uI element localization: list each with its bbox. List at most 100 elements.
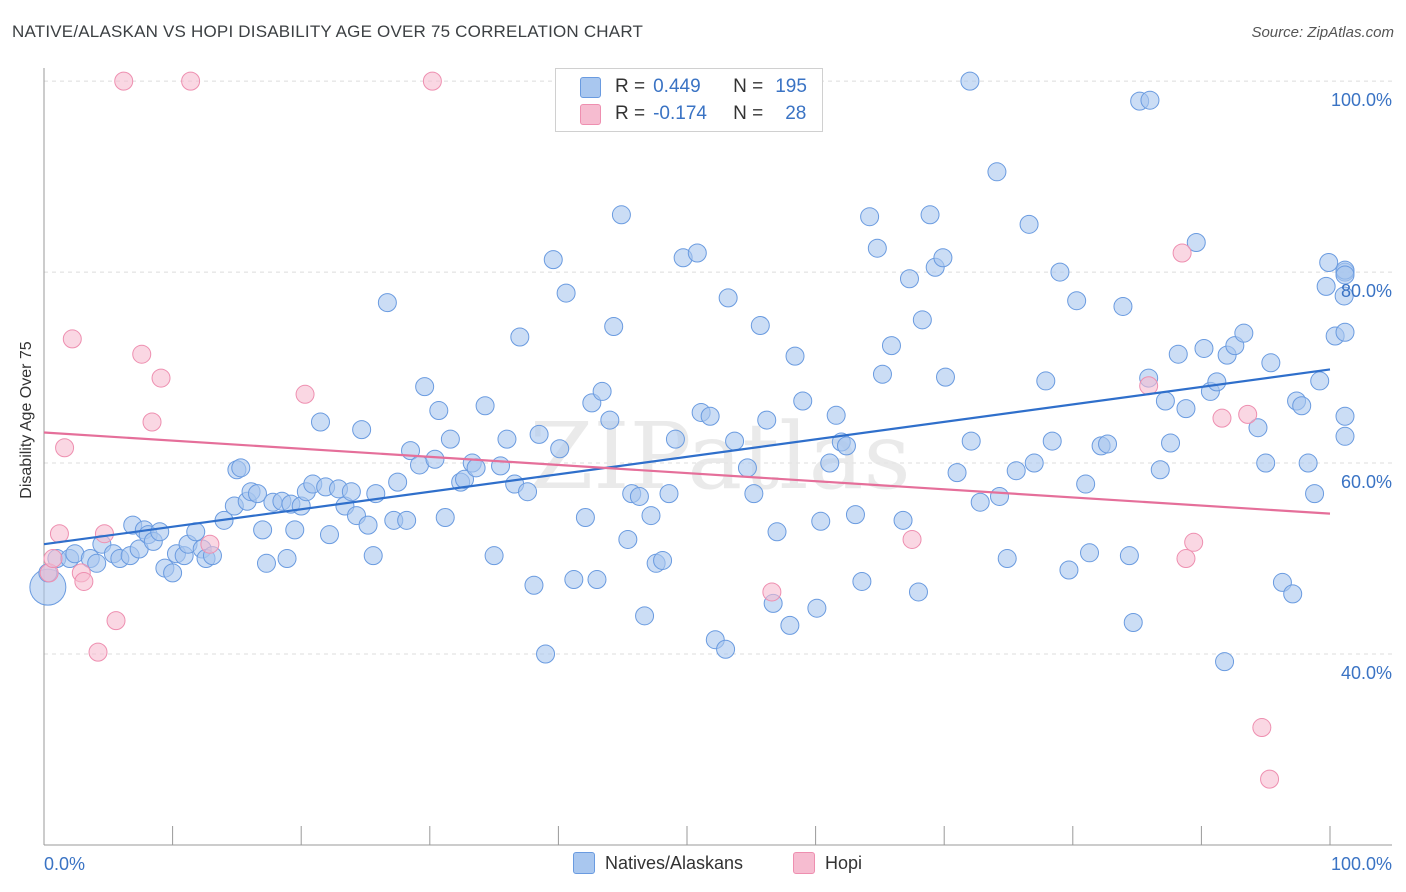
series-swatch-natives xyxy=(573,852,595,874)
legend-row-hopi: R = -0.174 N = 28 xyxy=(580,102,806,126)
point-natives-100 xyxy=(687,243,707,263)
chart-title: NATIVE/ALASKAN VS HOPI DISABILITY AGE OV… xyxy=(12,22,644,41)
point-natives-75 xyxy=(518,482,538,502)
point-natives-114 xyxy=(785,346,805,366)
point-natives-130 xyxy=(908,582,928,602)
point-hopi-10 xyxy=(114,71,134,91)
point-natives-129 xyxy=(899,269,919,289)
source-credit: Source: ZipAtlas.com xyxy=(1251,24,1394,41)
point-hopi-13 xyxy=(151,368,171,388)
point-hopi-14 xyxy=(181,71,201,91)
point-natives-182 xyxy=(1316,276,1336,296)
point-natives-126 xyxy=(872,364,892,384)
point-natives-57 xyxy=(397,510,417,530)
point-natives-18 xyxy=(163,563,183,583)
point-natives-173 xyxy=(1256,453,1276,473)
y-tick-label-60: 60.0% xyxy=(1341,472,1392,492)
point-natives-104 xyxy=(716,639,736,659)
point-natives-134 xyxy=(933,248,953,268)
series-legend-hopi: Hopi xyxy=(793,852,862,874)
point-natives-54 xyxy=(377,293,397,313)
point-hopi-15 xyxy=(200,534,220,554)
point-natives-153 xyxy=(1098,434,1118,454)
watermark: ZIPatlas xyxy=(529,403,910,510)
point-natives-151 xyxy=(1080,543,1100,563)
point-natives-193 xyxy=(1140,90,1160,110)
point-natives-83 xyxy=(575,507,595,527)
point-natives-77 xyxy=(529,424,549,444)
point-natives-163 xyxy=(1176,399,1196,419)
point-natives-179 xyxy=(1298,453,1318,473)
point-natives-191 xyxy=(1335,265,1355,285)
point-natives-92 xyxy=(629,486,649,506)
point-hopi-6 xyxy=(74,571,94,591)
point-natives-155 xyxy=(1119,546,1139,566)
point-hopi-3 xyxy=(55,438,75,458)
point-hopi-8 xyxy=(94,524,114,544)
point-hopi-20 xyxy=(1139,376,1159,396)
legend-swatch-hopi xyxy=(580,103,601,125)
legend-swatch-natives xyxy=(580,76,601,98)
point-hopi-22 xyxy=(1176,549,1196,569)
point-natives-185 xyxy=(1334,286,1354,306)
point-natives-72 xyxy=(497,429,517,449)
point-natives-123 xyxy=(852,571,872,591)
point-natives-68 xyxy=(466,458,486,478)
point-natives-167 xyxy=(1207,372,1227,392)
trend-lines xyxy=(43,368,1331,546)
point-natives-45 xyxy=(319,525,339,545)
point-natives-6 xyxy=(87,553,107,573)
point-natives-113 xyxy=(780,615,800,635)
point-hopi-27 xyxy=(1260,769,1280,789)
point-natives-143 xyxy=(1019,214,1039,234)
point-hopi-23 xyxy=(1184,532,1204,552)
series-swatch-hopi xyxy=(793,852,815,874)
y-tick-label-100: 100.0% xyxy=(1331,90,1392,110)
point-natives-109 xyxy=(750,316,770,336)
point-natives-138 xyxy=(970,492,990,512)
point-natives-122 xyxy=(845,505,865,525)
point-natives-165 xyxy=(1194,338,1214,358)
point-natives-97 xyxy=(659,484,679,504)
axes xyxy=(43,68,1392,846)
point-natives-78 xyxy=(536,644,556,664)
point-natives-60 xyxy=(415,377,435,397)
point-natives-183 xyxy=(1319,253,1339,273)
point-natives-82 xyxy=(564,570,584,590)
point-natives-125 xyxy=(867,238,887,258)
point-natives-172 xyxy=(1248,418,1268,438)
point-natives-74 xyxy=(510,327,530,347)
point-hopi-4 xyxy=(62,329,82,349)
point-hopi-9 xyxy=(106,611,126,631)
point-natives-154 xyxy=(1113,296,1133,316)
point-natives-69 xyxy=(475,396,495,416)
point-natives-56 xyxy=(388,472,408,492)
point-natives-51 xyxy=(358,515,378,535)
point-natives-146 xyxy=(1042,431,1062,451)
point-hopi-19 xyxy=(902,529,922,549)
point-natives-116 xyxy=(807,598,827,618)
legend-row-natives: R = 0.449 N = 195 xyxy=(580,75,807,99)
point-natives-150 xyxy=(1076,474,1096,494)
point-natives-106 xyxy=(725,431,745,451)
point-natives-168 xyxy=(1215,652,1235,672)
point-natives-34 xyxy=(256,553,276,573)
point-natives-192 xyxy=(960,71,980,91)
point-natives-96 xyxy=(653,550,673,570)
point-hopi-11 xyxy=(132,344,152,364)
point-hopi-7 xyxy=(88,642,108,662)
point-natives-85 xyxy=(587,570,607,590)
point-natives-61 xyxy=(425,449,445,469)
point-natives-66 xyxy=(455,469,475,489)
point-natives-63 xyxy=(435,507,455,527)
point-natives-79 xyxy=(543,250,563,270)
point-natives-48 xyxy=(341,482,361,502)
point-natives-16 xyxy=(150,522,170,542)
point-natives-164 xyxy=(1186,232,1206,252)
point-natives-139 xyxy=(987,162,1007,182)
point-natives-64 xyxy=(440,429,460,449)
point-natives-115 xyxy=(793,391,813,411)
point-natives-117 xyxy=(811,511,831,531)
point-natives-174 xyxy=(1261,353,1281,373)
